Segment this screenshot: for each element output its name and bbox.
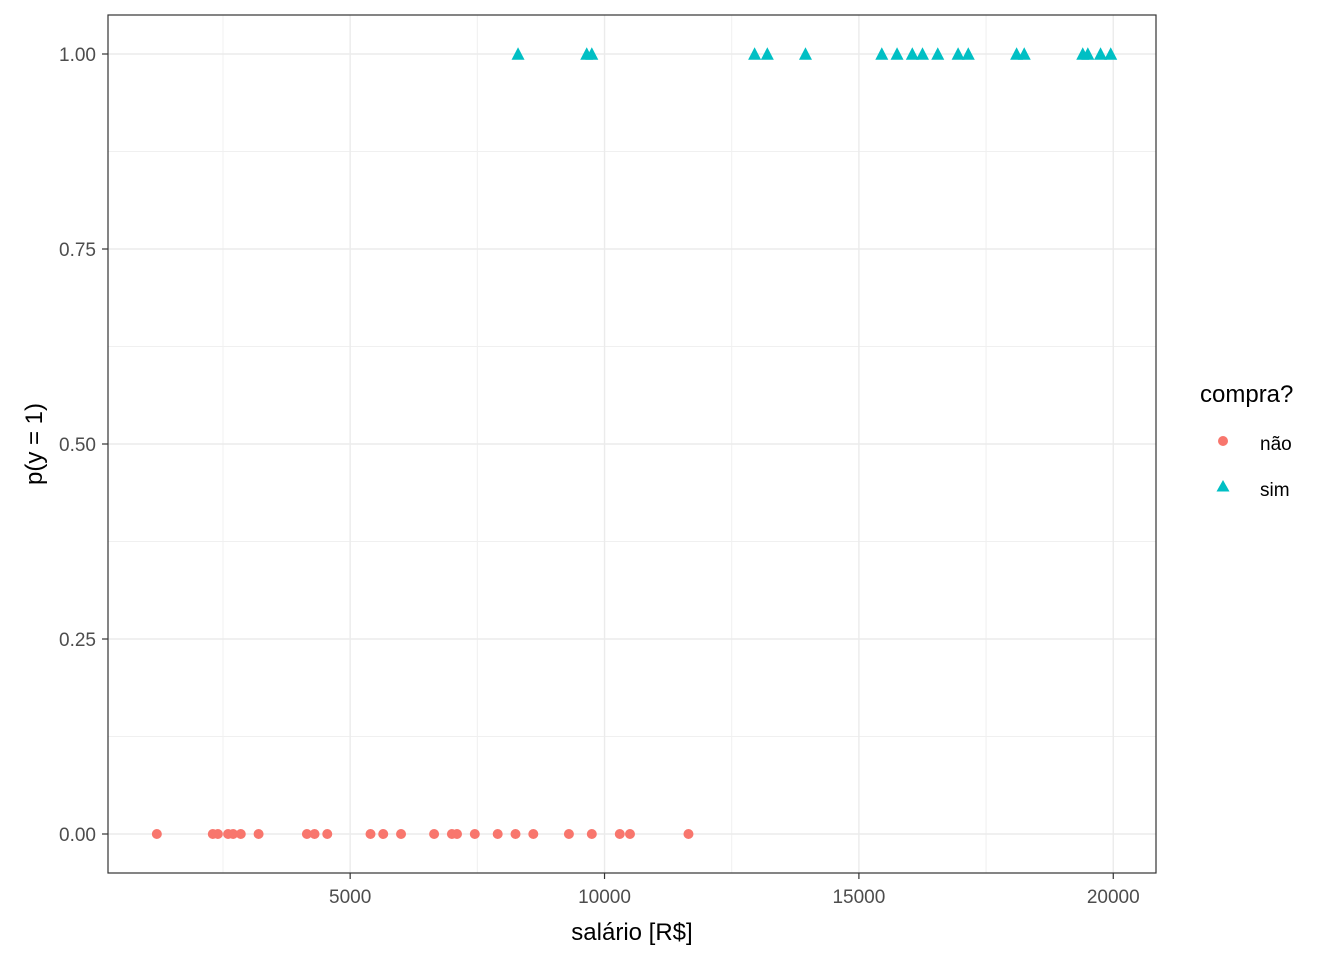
legend-key-nao-circle [1218, 436, 1228, 446]
y-axis-ticks: 0.00 0.25 0.50 0.75 1.00 [59, 45, 108, 846]
y-tick-label: 0.25 [59, 630, 96, 651]
legend-title: compra? [1200, 381, 1293, 408]
y-axis-title: p(y = 1) [21, 403, 48, 485]
point-sim [915, 47, 929, 60]
y-tick-label: 1.00 [59, 45, 96, 66]
point-nao [492, 829, 503, 839]
x-tick-label: 15000 [832, 887, 885, 908]
point-nao [586, 829, 597, 839]
x-tick-label: 10000 [578, 887, 631, 908]
point-nao [365, 829, 376, 839]
y-tick-label: 0.50 [59, 435, 96, 456]
point-nao [378, 829, 389, 839]
point-nao [683, 829, 694, 839]
point-sim [798, 47, 812, 60]
point-nao [212, 829, 223, 839]
point-sim [1081, 47, 1095, 60]
point-nao [151, 829, 162, 839]
legend-key-sim-triangle [1216, 480, 1230, 492]
point-sim [748, 47, 762, 60]
legend: compra? não sim [1200, 381, 1293, 501]
point-sim [511, 47, 525, 60]
x-tick-label: 5000 [329, 887, 371, 908]
point-nao [563, 829, 574, 839]
point-nao [510, 829, 521, 839]
y-tick-label: 0.00 [59, 825, 96, 846]
legend-label-sim: sim [1260, 480, 1290, 501]
point-nao [301, 829, 312, 839]
point-sim [951, 47, 965, 60]
point-nao [429, 829, 440, 839]
point-sim [585, 47, 599, 60]
x-axis-ticks: 5000 10000 15000 20000 [329, 873, 1140, 908]
point-sim [961, 47, 975, 60]
point-sim [1104, 47, 1118, 60]
point-nao [528, 829, 539, 839]
point-nao [451, 829, 462, 839]
point-sim [1017, 47, 1031, 60]
y-tick-label: 0.75 [59, 240, 96, 261]
point-sim [875, 47, 889, 60]
point-sim [931, 47, 945, 60]
point-sim [1094, 47, 1108, 60]
point-nao [253, 829, 264, 839]
data-points [151, 47, 1118, 839]
point-sim [890, 47, 904, 60]
point-sim [760, 47, 774, 60]
point-nao [228, 829, 239, 839]
legend-label-nao: não [1260, 434, 1292, 455]
point-nao [322, 829, 333, 839]
point-nao [469, 829, 480, 839]
point-nao [396, 829, 407, 839]
x-tick-label: 20000 [1087, 887, 1140, 908]
point-sim [905, 47, 919, 60]
point-nao [624, 829, 635, 839]
point-nao [235, 829, 246, 839]
major-gridlines [108, 15, 1156, 873]
point-nao [309, 829, 320, 839]
x-axis-title: salário [R$] [571, 919, 692, 946]
point-nao [614, 829, 625, 839]
